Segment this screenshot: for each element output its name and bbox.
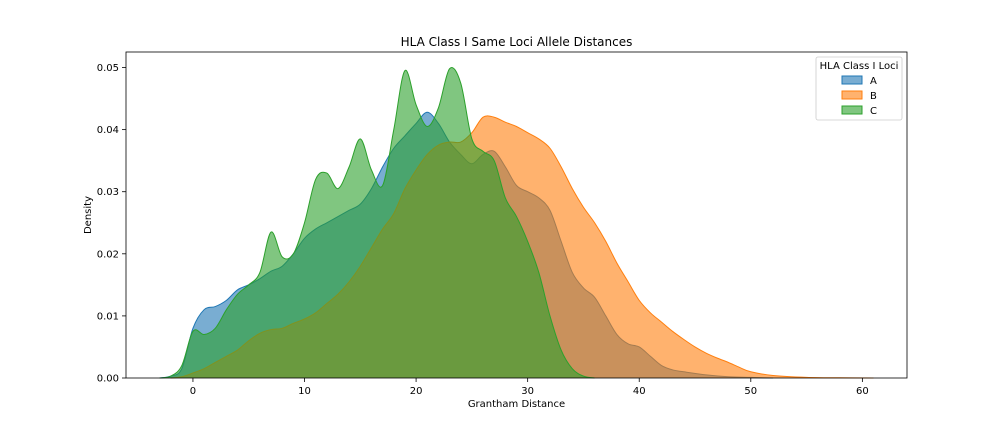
legend-label-a: A xyxy=(870,76,877,87)
x-axis-ticks: 0 10 20 30 40 50 60 xyxy=(190,378,869,397)
x-tick-label: 60 xyxy=(856,386,869,397)
x-tick-label: 50 xyxy=(744,386,757,397)
legend-title: HLA Class I Loci xyxy=(820,61,899,72)
y-tick-label: 0.02 xyxy=(97,249,119,260)
legend-label-c: C xyxy=(870,106,877,117)
density-area-c xyxy=(159,67,595,378)
y-tick-label: 0.03 xyxy=(97,187,119,198)
x-tick-label: 10 xyxy=(298,386,311,397)
density-line-c xyxy=(159,67,595,379)
y-axis-label: Density xyxy=(83,196,94,234)
y-tick-label: 0.05 xyxy=(97,63,119,74)
x-tick-label: 40 xyxy=(633,386,646,397)
y-tick-label: 0.01 xyxy=(97,311,119,322)
y-axis-ticks: 0.00 0.01 0.02 0.03 0.04 0.05 xyxy=(97,63,126,385)
legend-label-b: B xyxy=(870,91,877,102)
legend-swatch-a xyxy=(841,75,863,85)
density-areas xyxy=(159,67,874,379)
chart-title: HLA Class I Same Loci Allele Distances xyxy=(401,35,633,49)
legend-swatch-c xyxy=(841,105,863,115)
plot-frame xyxy=(125,51,908,379)
legend-entries: ABC xyxy=(841,75,877,117)
x-tick-label: 0 xyxy=(190,386,196,397)
legend: HLA Class I Loci ABC xyxy=(815,56,903,121)
legend-swatch-b xyxy=(841,90,863,100)
x-tick-label: 30 xyxy=(521,386,534,397)
legend-box xyxy=(815,56,903,121)
y-tick-label: 0.04 xyxy=(97,125,119,136)
x-tick-label: 20 xyxy=(410,386,423,397)
x-axis-label: Grantham Distance xyxy=(468,399,565,410)
y-tick-label: 0.00 xyxy=(97,374,119,385)
